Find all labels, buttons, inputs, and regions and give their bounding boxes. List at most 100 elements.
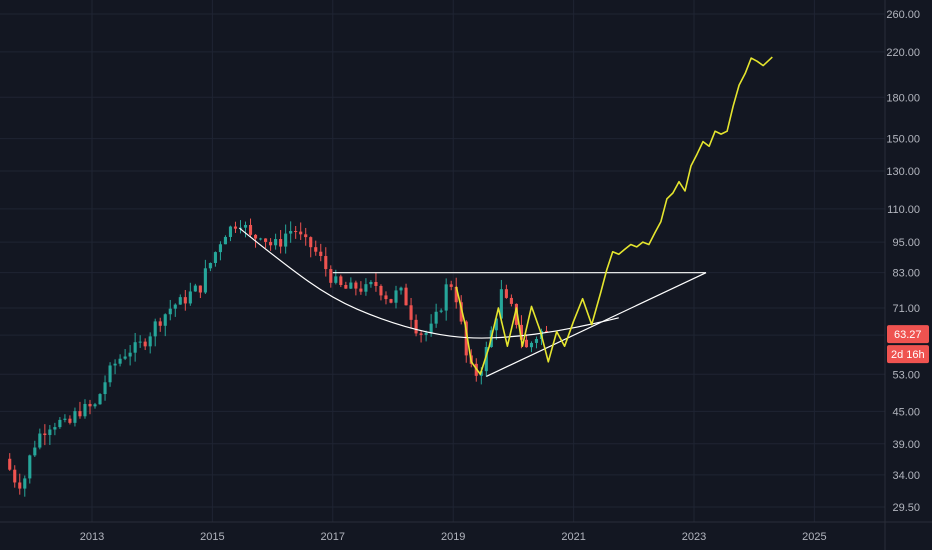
- time-axis[interactable]: 2013 2015 2017 2019 2021 2023 2025: [0, 521, 932, 543]
- candle-body: [133, 342, 137, 353]
- y-tick-label: 53.00: [892, 369, 920, 381]
- candle-body: [48, 429, 52, 436]
- candle-body: [168, 308, 172, 315]
- candle-body: [93, 404, 97, 407]
- candle-body: [439, 310, 443, 312]
- candle-body: [8, 458, 12, 470]
- candle-body: [198, 285, 202, 293]
- candle-body: [68, 418, 72, 423]
- x-tick-label: 2021: [561, 531, 585, 543]
- candle-body: [339, 276, 343, 285]
- candle-body: [344, 284, 348, 289]
- candle-body: [304, 234, 308, 238]
- y-tick-label: 95.00: [892, 237, 920, 249]
- candle-body: [23, 478, 27, 489]
- candle-body: [73, 411, 77, 423]
- candle-body: [414, 319, 418, 334]
- y-tick-label: 260.00: [886, 9, 920, 21]
- candle-body: [108, 365, 112, 383]
- candle-body: [464, 321, 468, 356]
- candle-body: [138, 341, 142, 343]
- candle-body: [324, 256, 328, 270]
- candle-body: [524, 339, 528, 348]
- candle-body: [178, 297, 182, 305]
- candle-body: [183, 297, 187, 304]
- candle-body: [334, 276, 338, 283]
- y-tick-label: 39.00: [892, 439, 920, 451]
- candle-body: [329, 269, 333, 283]
- x-tick-label: 2023: [682, 531, 706, 543]
- candle-body: [404, 287, 408, 306]
- last-price-badge: 63.27 2d 16h: [887, 325, 929, 364]
- candle-body: [359, 288, 363, 292]
- candle-body: [158, 321, 162, 326]
- candle-body: [218, 244, 222, 253]
- candle-body: [299, 231, 303, 235]
- candle-body: [494, 318, 498, 331]
- candle-body: [128, 352, 132, 357]
- candle-body: [369, 281, 373, 285]
- x-tick-label: 2013: [80, 531, 104, 543]
- drawing-annotations: [239, 227, 707, 377]
- y-tick-label: 180.00: [886, 92, 920, 104]
- candle-body: [78, 411, 82, 417]
- y-tick-label: 130.00: [886, 166, 920, 178]
- candle-body: [228, 226, 233, 237]
- y-tick-label: 71.00: [892, 303, 920, 315]
- candle-body: [454, 286, 458, 303]
- y-tick-label: 29.50: [892, 502, 920, 514]
- candle-body: [424, 332, 428, 335]
- candle-body: [213, 252, 217, 264]
- candle-body: [233, 226, 238, 229]
- candle-body: [148, 336, 152, 347]
- candle-body: [419, 333, 423, 335]
- candle-body: [43, 433, 47, 436]
- candle-body: [384, 295, 388, 300]
- candle-body: [118, 358, 122, 364]
- candle-body: [188, 291, 192, 304]
- candle-body: [534, 338, 539, 343]
- candle-body: [394, 290, 398, 303]
- candle-body: [509, 297, 513, 304]
- candle-body: [349, 282, 353, 289]
- candle-body: [514, 303, 518, 325]
- candle-body: [544, 330, 549, 332]
- candle-body: [274, 239, 278, 246]
- candle-body: [63, 418, 67, 420]
- candle-body: [529, 342, 534, 348]
- y-tick-label: 150.00: [886, 134, 920, 146]
- projection-line: [455, 56, 773, 376]
- candle-body: [264, 238, 268, 242]
- candle-body: [314, 247, 318, 252]
- candle-body: [18, 482, 22, 489]
- candle-body: [284, 233, 288, 247]
- candle-body: [223, 236, 227, 245]
- candle-body: [484, 346, 488, 372]
- candle-body: [58, 419, 62, 428]
- candle-body: [203, 268, 207, 293]
- candle-body: [28, 455, 32, 479]
- candle-body: [143, 341, 147, 347]
- candle-body: [88, 403, 92, 407]
- candle-body: [173, 304, 177, 309]
- candle-body: [193, 285, 197, 292]
- candle-body: [519, 324, 523, 340]
- countdown-badge-box: [887, 345, 929, 364]
- candle-body: [13, 469, 17, 483]
- candle-body: [354, 282, 358, 289]
- candle-body: [279, 239, 283, 247]
- y-tick-label: 110.00: [887, 204, 920, 216]
- x-tick-label: 2019: [441, 531, 465, 543]
- candle-body: [153, 321, 157, 337]
- price-badge-box: [887, 325, 929, 344]
- candle-body: [163, 314, 167, 326]
- countdown-badge-label: 2d 16h: [891, 349, 925, 361]
- candle-body: [113, 363, 117, 366]
- x-tick-label: 2017: [321, 531, 345, 543]
- candle-body: [444, 284, 448, 311]
- candle-body: [499, 289, 503, 319]
- x-tick-label: 2025: [802, 531, 826, 543]
- candle-body: [409, 305, 413, 320]
